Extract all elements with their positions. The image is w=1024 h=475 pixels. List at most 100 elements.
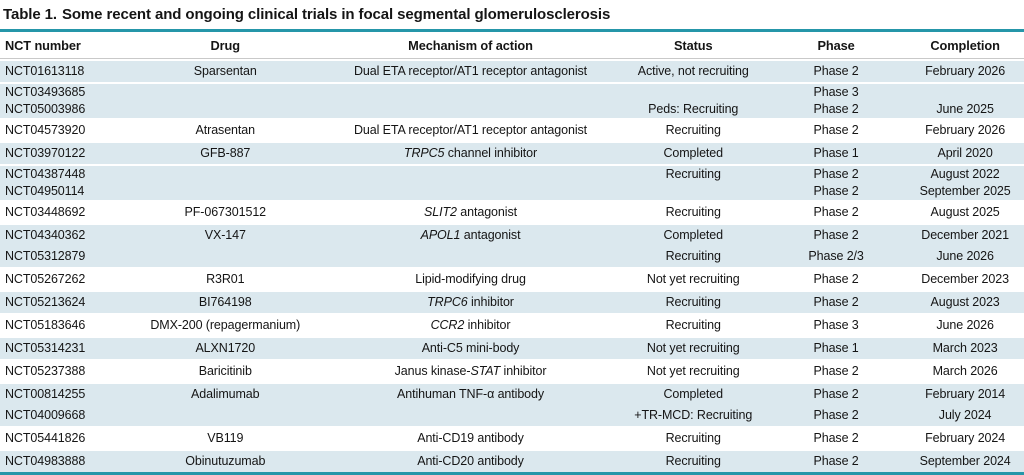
phase-cell: Phase 1 bbox=[765, 141, 907, 164]
header-row: NCT number Drug Mechanism of action Stat… bbox=[0, 32, 1024, 59]
mechanism-cell: Anti-CD20 antibody bbox=[320, 449, 621, 472]
nct-number-cell: NCT04573920 bbox=[0, 118, 131, 141]
drug-cell: Baricitinib bbox=[130, 359, 321, 382]
mechanism-cell: SLIT2 antagonist bbox=[320, 200, 621, 223]
completion-cell: September 2025 bbox=[906, 183, 1024, 200]
mechanism-cell bbox=[320, 183, 621, 200]
status-cell: Recruiting bbox=[620, 313, 766, 336]
header-status: Status bbox=[620, 32, 766, 59]
table-row: NCT04950114 Phase 2 September 2025 bbox=[0, 183, 1024, 200]
status-cell: Peds: Recruiting bbox=[620, 101, 766, 118]
table-row: NCT05441826 VB119 Anti-CD19 antibody Recrui… bbox=[0, 426, 1024, 449]
completion-cell: June 2026 bbox=[906, 246, 1024, 267]
nct-number-cell: NCT05237388 bbox=[0, 359, 131, 382]
nct-number-cell: NCT04340362 bbox=[0, 223, 131, 246]
nct-number-cell: NCT00814255 bbox=[0, 382, 131, 405]
table-row: NCT01613118 Sparsentan Dual ETA receptor/A… bbox=[0, 59, 1024, 82]
drug-cell bbox=[130, 164, 321, 183]
table-body: NCT01613118 Sparsentan Dual ETA receptor/A… bbox=[0, 59, 1024, 472]
nct-number-cell: NCT04983888 bbox=[0, 449, 131, 472]
table-row: NCT00814255 Adalimumab Antihuman TNF-α ant… bbox=[0, 382, 1024, 405]
completion-cell: February 2026 bbox=[906, 59, 1024, 82]
nct-number-cell: NCT05213624 bbox=[0, 290, 131, 313]
mechanism-cell bbox=[320, 405, 621, 426]
table-row: NCT03448692 PF-067301512 SLIT2 antagonist R… bbox=[0, 200, 1024, 223]
completion-cell: February 2024 bbox=[906, 426, 1024, 449]
nct-number-cell: NCT01613118 bbox=[0, 59, 131, 82]
mechanism-cell: Dual ETA receptor/AT1 receptor antagonis… bbox=[320, 59, 621, 82]
table-row: NCT04983888 Obinutuzumab Anti-CD20 antibod… bbox=[0, 449, 1024, 472]
nct-number-cell: NCT05003986 bbox=[0, 101, 131, 118]
completion-cell: February 2026 bbox=[906, 118, 1024, 141]
header-completion: Completion bbox=[906, 32, 1024, 59]
drug-cell: R3R01 bbox=[130, 267, 321, 290]
nct-number-cell: NCT05314231 bbox=[0, 336, 131, 359]
status-cell: Recruiting bbox=[620, 200, 766, 223]
drug-cell: VB119 bbox=[130, 426, 321, 449]
completion-cell: August 2025 bbox=[906, 200, 1024, 223]
drug-cell: Atrasentan bbox=[130, 118, 321, 141]
nct-number-cell: NCT05441826 bbox=[0, 426, 131, 449]
drug-cell: GFB-887 bbox=[130, 141, 321, 164]
status-cell: Not yet recruiting bbox=[620, 336, 766, 359]
table-title-label: Table 1. bbox=[3, 6, 57, 23]
completion-cell: August 2023 bbox=[906, 290, 1024, 313]
mechanism-cell: TRPC5 channel inhibitor bbox=[320, 141, 621, 164]
completion-cell: August 2022 bbox=[906, 164, 1024, 183]
nct-number-cell: NCT04387448 bbox=[0, 164, 131, 183]
status-cell: Recruiting bbox=[620, 290, 766, 313]
completion-cell: September 2024 bbox=[906, 449, 1024, 472]
status-cell: Recruiting bbox=[620, 449, 766, 472]
mechanism-cell: APOL1 antagonist bbox=[320, 223, 621, 246]
table-row: NCT05312879 Recruiting Phase 2/3 June 2026 bbox=[0, 246, 1024, 267]
nct-number-cell: NCT03493685 bbox=[0, 82, 131, 101]
mechanism-cell: Anti-C5 mini-body bbox=[320, 336, 621, 359]
phase-cell: Phase 2 bbox=[765, 164, 907, 183]
phase-cell: Phase 2 bbox=[765, 101, 907, 118]
table-row: NCT04573920 Atrasentan Dual ETA receptor/A… bbox=[0, 118, 1024, 141]
mechanism-cell bbox=[320, 164, 621, 183]
phase-cell: Phase 2 bbox=[765, 267, 907, 290]
completion-cell: July 2024 bbox=[906, 405, 1024, 426]
nct-number-cell: NCT05183646 bbox=[0, 313, 131, 336]
header-mechanism: Mechanism of action bbox=[320, 32, 621, 59]
table-row: NCT05183646 DMX-200 (repagermanium) CCR2 i… bbox=[0, 313, 1024, 336]
drug-cell: PF-067301512 bbox=[130, 200, 321, 223]
drug-cell bbox=[130, 101, 321, 118]
phase-cell: Phase 2 bbox=[765, 449, 907, 472]
mechanism-cell bbox=[320, 246, 621, 267]
completion-cell: December 2023 bbox=[906, 267, 1024, 290]
phase-cell: Phase 3 bbox=[765, 313, 907, 336]
status-cell: Recruiting bbox=[620, 118, 766, 141]
completion-cell: June 2025 bbox=[906, 101, 1024, 118]
completion-cell: March 2023 bbox=[906, 336, 1024, 359]
phase-cell: Phase 2 bbox=[765, 183, 907, 200]
status-cell: Recruiting bbox=[620, 426, 766, 449]
status-cell: Active, not recruiting bbox=[620, 59, 766, 82]
nct-number-cell: NCT05267262 bbox=[0, 267, 131, 290]
drug-cell bbox=[130, 183, 321, 200]
drug-cell bbox=[130, 246, 321, 267]
phase-cell: Phase 2 bbox=[765, 359, 907, 382]
mechanism-cell: CCR2 inhibitor bbox=[320, 313, 621, 336]
drug-cell: Sparsentan bbox=[130, 59, 321, 82]
phase-cell: Phase 3 bbox=[765, 82, 907, 101]
mechanism-cell: Lipid-modifying drug bbox=[320, 267, 621, 290]
phase-cell: Phase 2 bbox=[765, 290, 907, 313]
nct-number-cell: NCT03970122 bbox=[0, 141, 131, 164]
header-drug: Drug bbox=[130, 32, 321, 59]
table-title: Table 1. Some recent and ongoing clinical… bbox=[0, 0, 1024, 29]
status-cell: Recruiting bbox=[620, 246, 766, 267]
table-row: NCT05267262 R3R01 Lipid-modifying drug Not … bbox=[0, 267, 1024, 290]
top-accent-rule bbox=[0, 29, 1024, 32]
phase-cell: Phase 1 bbox=[765, 336, 907, 359]
status-cell: +TR-MCD: Recruiting bbox=[620, 405, 766, 426]
table-row: NCT03970122 GFB-887 TRPC5 channel inhibito… bbox=[0, 141, 1024, 164]
table-row: NCT04387448 Recruiting Phase 2 August 2022 bbox=[0, 164, 1024, 183]
phase-cell: Phase 2 bbox=[765, 59, 907, 82]
nct-number-cell: NCT04950114 bbox=[0, 183, 131, 200]
mechanism-cell bbox=[320, 101, 621, 118]
phase-cell: Phase 2 bbox=[765, 223, 907, 246]
table-row: NCT03493685 Phase 3 bbox=[0, 82, 1024, 101]
